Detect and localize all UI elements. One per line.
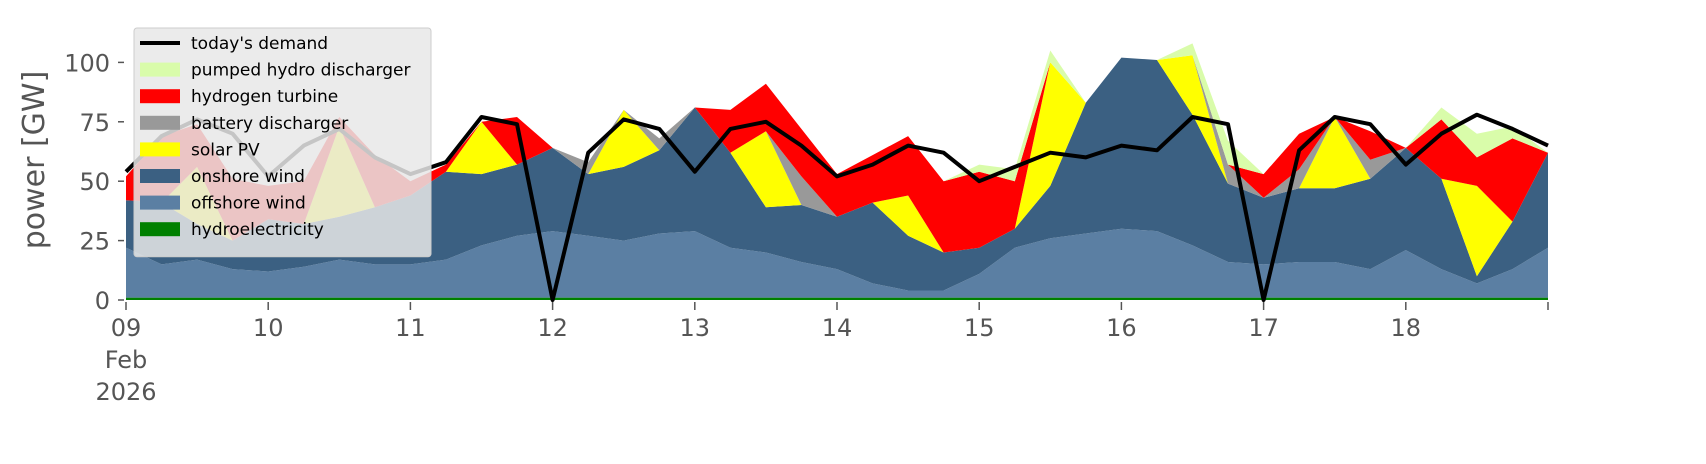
y-axis-label: power [GW] <box>17 71 52 250</box>
legend-swatch <box>140 222 180 237</box>
legend: today's demand pumped hydro discharger hyd… <box>133 27 432 258</box>
area-hydrogen-turbine <box>126 55 1548 253</box>
y-tick-label: 0 <box>95 287 110 315</box>
y-tick-label: 100 <box>64 49 110 77</box>
legend-swatch <box>140 195 180 210</box>
x-tick-label: 15 <box>964 314 995 342</box>
legend-box <box>133 27 432 258</box>
x-tick-label: Feb <box>105 346 148 374</box>
x-tick-label: 2026 <box>95 378 156 406</box>
legend-swatch <box>140 89 180 104</box>
area-hydroelectricity <box>126 297 1548 300</box>
x-tick-label: 14 <box>822 314 853 342</box>
area-offshore-wind <box>126 228 1548 298</box>
legend-label: today's demand <box>191 34 328 54</box>
x-tick-label: 16 <box>1106 314 1137 342</box>
legend-swatch <box>140 169 180 183</box>
x-tick-label: 13 <box>680 314 711 342</box>
legend-label: hydrogen turbine <box>191 87 338 107</box>
y-tick-label: 25 <box>79 228 110 256</box>
legend-label: pumped hydro discharger <box>191 61 410 81</box>
x-tick-label: 12 <box>537 314 568 342</box>
legend-label: battery discharger <box>191 114 348 134</box>
area-solar-pv <box>126 55 1548 277</box>
x-tick-label: 18 <box>1391 314 1422 342</box>
x-tick-label: 11 <box>395 314 426 342</box>
legend-label: solar PV <box>191 140 260 160</box>
legend-label: hydroelectricity <box>191 220 324 240</box>
axes: 0 25 50 75 100 09 Feb 2026 10 11 12 13 14 15 16 17 18 <box>64 49 1549 406</box>
legend-swatch <box>140 142 180 157</box>
y-tick-label: 50 <box>79 168 110 196</box>
legend-swatch <box>140 115 180 130</box>
x-tick-label: 17 <box>1248 314 1279 342</box>
x-tick-label: 10 <box>253 314 284 342</box>
y-tick-label: 75 <box>79 109 110 137</box>
legend-label: onshore wind <box>191 167 305 187</box>
legend-label: offshore wind <box>191 194 306 214</box>
legend-swatch <box>140 62 180 77</box>
x-tick-label: 09 <box>111 314 142 342</box>
